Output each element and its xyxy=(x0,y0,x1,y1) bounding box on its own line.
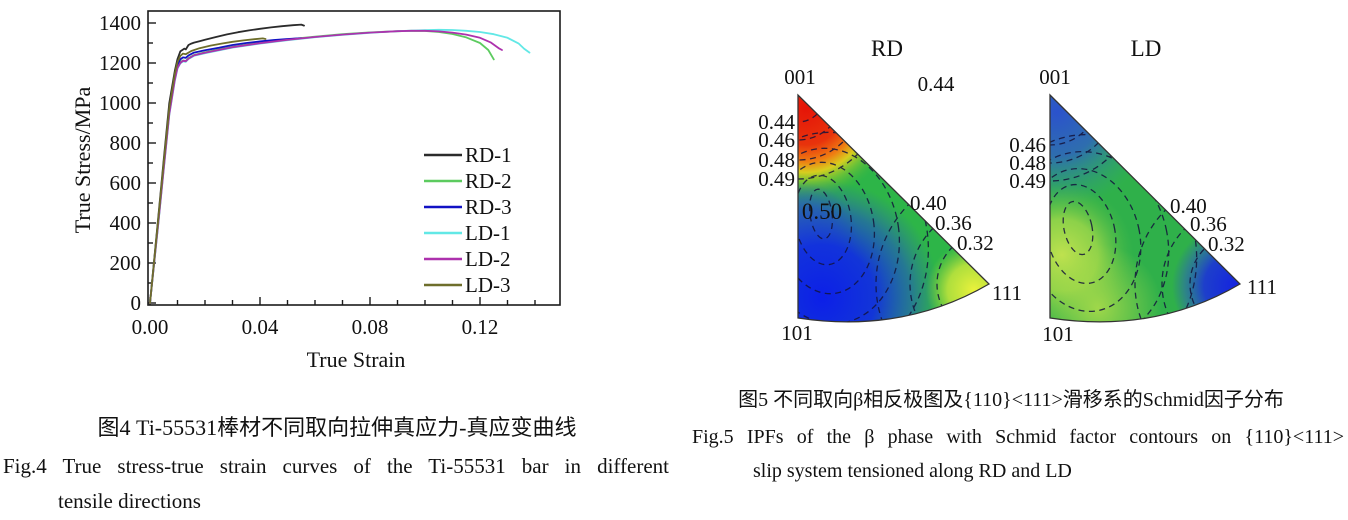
legend-label-ld1: LD-1 xyxy=(465,221,511,245)
y-tick-label: 1000 xyxy=(99,91,141,115)
legend-item-ld2: LD-2 xyxy=(424,247,511,271)
y-tick-label: 0 xyxy=(131,291,142,315)
curve-LD-2 xyxy=(149,29,503,304)
figure5-panel: RD LD xyxy=(674,0,1348,520)
curve-RD-3 xyxy=(149,37,303,304)
y-tick-label: 1400 xyxy=(99,11,141,35)
legend-item-ld1: LD-1 xyxy=(424,221,511,245)
axis-ticks xyxy=(148,22,536,305)
ipf-rd-label-040: 0.40 xyxy=(910,191,947,215)
legend-label-ld3: LD-3 xyxy=(465,273,511,297)
figure4-caption: 图4 Ti-55531棒材不同取向拉伸真应力-真应变曲线 Fig.4 True … xyxy=(0,414,674,514)
ipf-ld-label-048: 0.48 xyxy=(1009,151,1046,175)
ipf-ld-corner-001: 001 xyxy=(1039,65,1071,89)
legend-item-rd2: RD-2 xyxy=(424,169,512,193)
figure5-caption-en-line2: slip system tensioned along RD and LD xyxy=(753,460,1072,482)
curve-RD-2 xyxy=(149,29,495,304)
ipf-rd-outline xyxy=(797,93,991,323)
y-tick-label: 800 xyxy=(110,131,142,155)
ipf-rd-corner-101: 101 xyxy=(781,321,813,345)
legend-label-rd2: RD-2 xyxy=(465,169,512,193)
x-tick-label: 0.04 xyxy=(242,315,279,339)
ipf-rd-label-032: 0.32 xyxy=(957,231,994,255)
ipf-figure: RD LD xyxy=(758,36,1277,346)
ipf-ld-outline xyxy=(1049,93,1242,323)
stress-strain-chart: 0.00 0.04 0.08 0.12 0 200 400 600 800 1000 1200 140… xyxy=(70,10,561,372)
figure4-caption-zh: 图4 Ti-55531棒材不同取向拉伸真应力-真应变曲线 xyxy=(97,415,577,440)
ipf-rd-corner-111: 111 xyxy=(992,281,1022,305)
ipf-ld-colormap xyxy=(1050,95,1240,322)
legend-item-ld3: LD-3 xyxy=(424,273,511,297)
ipf-ld-label-049: 0.49 xyxy=(1009,169,1046,193)
curve-RD-1 xyxy=(149,23,305,304)
ipf-rd-corner-001: 001 xyxy=(784,65,816,89)
figure4-panel: 0.00 0.04 0.08 0.12 0 200 400 600 800 1000 1200 140… xyxy=(0,10,674,514)
y-tick-label: 600 xyxy=(110,171,142,195)
ipf-ld-label-032: 0.32 xyxy=(1208,232,1245,256)
y-axis-label: True Stress/MPa xyxy=(70,87,95,234)
ipf-ld-label-036: 0.36 xyxy=(1190,212,1227,236)
ipf-rd-label-046: 0.46 xyxy=(758,128,795,152)
legend-item-rd1: RD-1 xyxy=(424,143,512,167)
ipf-ld-corner-111: 111 xyxy=(1247,275,1277,299)
ipf-rd-label-044-top: 0.44 xyxy=(918,72,955,96)
legend: RD-1 RD-2 RD-3 LD-1 LD-2 LD-3 xyxy=(424,143,512,297)
ipf-ld-label-046: 0.46 xyxy=(1009,133,1046,157)
axis-tick-labels: 0.00 0.04 0.08 0.12 0 200 400 600 800 1000 1200 140… xyxy=(99,11,498,339)
figure5-caption: 图5 不同取向β相反极图及{110}<111>滑移系的Schmid因子分布 Fi… xyxy=(674,388,1348,484)
figure5-caption-zh: 图5 不同取向β相反极图及{110}<111>滑移系的Schmid因子分布 xyxy=(738,389,1284,411)
legend-label-rd1: RD-1 xyxy=(465,143,512,167)
x-tick-label: 0.00 xyxy=(132,315,169,339)
ipf-rd-label-048: 0.48 xyxy=(758,148,795,172)
ipf-rd-title: RD xyxy=(871,36,903,61)
ipf-rd-label-050: 0.50 xyxy=(802,199,842,224)
ipf-ld-corner-101: 101 xyxy=(1042,322,1074,346)
x-axis-label: True Strain xyxy=(307,347,406,372)
x-tick-label: 0.08 xyxy=(352,315,389,339)
ipf-rd-label-036: 0.36 xyxy=(935,211,972,235)
ipf-ld-triangle: 001 101 111 0.46 0.48 0.49 0.40 0.36 0.3… xyxy=(1009,65,1277,346)
figure5-caption-en-line1: Fig.5 IPFs of the β phase with Schmid fa… xyxy=(692,426,1344,448)
figure4-caption-en-line2: tensile directions xyxy=(58,489,201,513)
ipf-ld-title: LD xyxy=(1131,36,1162,61)
ipf-rd-label-049: 0.49 xyxy=(758,167,795,191)
curves-group xyxy=(149,23,531,304)
y-tick-label: 1200 xyxy=(99,51,141,75)
y-tick-label: 200 xyxy=(110,251,142,275)
figure4-caption-en-line1: Fig.4 True stress-true strain curves of … xyxy=(3,454,669,478)
ipf-rd-label-044: 0.44 xyxy=(758,110,795,134)
y-tick-label: 400 xyxy=(110,211,142,235)
legend-label-rd3: RD-3 xyxy=(465,195,512,219)
ipf-ld-label-040: 0.40 xyxy=(1170,194,1207,218)
legend-label-ld2: LD-2 xyxy=(465,247,511,271)
curve-LD-3 xyxy=(149,37,267,304)
ipf-ld-contours xyxy=(1050,95,1240,322)
x-tick-label: 0.12 xyxy=(462,315,499,339)
plot-frame xyxy=(147,10,561,306)
legend-item-rd3: RD-3 xyxy=(424,195,512,219)
